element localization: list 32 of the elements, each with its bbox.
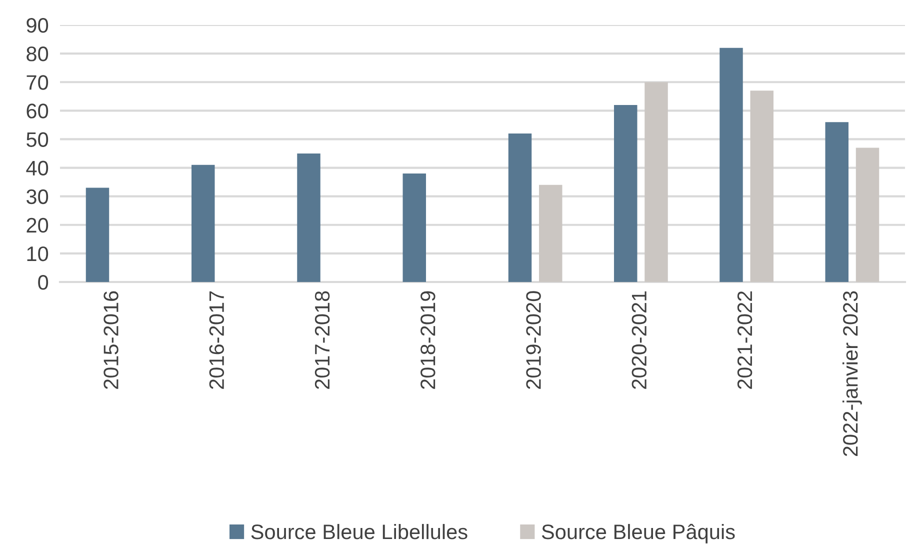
y-tick-label: 90 — [26, 18, 48, 33]
bar — [508, 134, 532, 282]
x-tick-label: 2022-janvier 2023 — [842, 291, 862, 456]
bar — [539, 184, 562, 282]
y-tick-label: 0 — [38, 275, 48, 290]
bar — [297, 154, 320, 282]
y-tick-label: 40 — [26, 160, 48, 176]
x-tick-label: 2016-2017 — [209, 291, 224, 389]
bar — [720, 48, 743, 282]
y-tick-label: 20 — [26, 218, 48, 233]
bar — [644, 82, 668, 282]
y-tick-label: 50 — [26, 132, 48, 147]
x-tick-label: 2019-2020 — [526, 291, 541, 389]
bar — [856, 148, 880, 282]
x-tick-label: 2018-2019 — [420, 291, 436, 389]
y-tick-label: 30 — [26, 189, 48, 204]
x-tick-label: 2015-2016 — [104, 291, 118, 389]
y-tick-label: 10 — [27, 246, 48, 262]
bar — [402, 173, 426, 282]
x-tick-label: 2021-2022 — [737, 291, 752, 389]
bar — [86, 188, 110, 282]
y-tick-label: 70 — [26, 75, 48, 90]
bar — [614, 104, 638, 282]
legend-label: Source Bleue Pâquis — [542, 524, 735, 544]
x-tick-label: 2017-2018 — [314, 291, 330, 389]
bar — [192, 164, 215, 282]
bar — [825, 122, 848, 282]
y-tick-label: 60 — [26, 104, 48, 118]
bar — [750, 90, 774, 282]
y-tick-label: 80 — [26, 46, 48, 62]
legend-label: Source Bleue Libellules — [251, 524, 468, 540]
x-tick-label: 2020-2021 — [632, 291, 647, 389]
